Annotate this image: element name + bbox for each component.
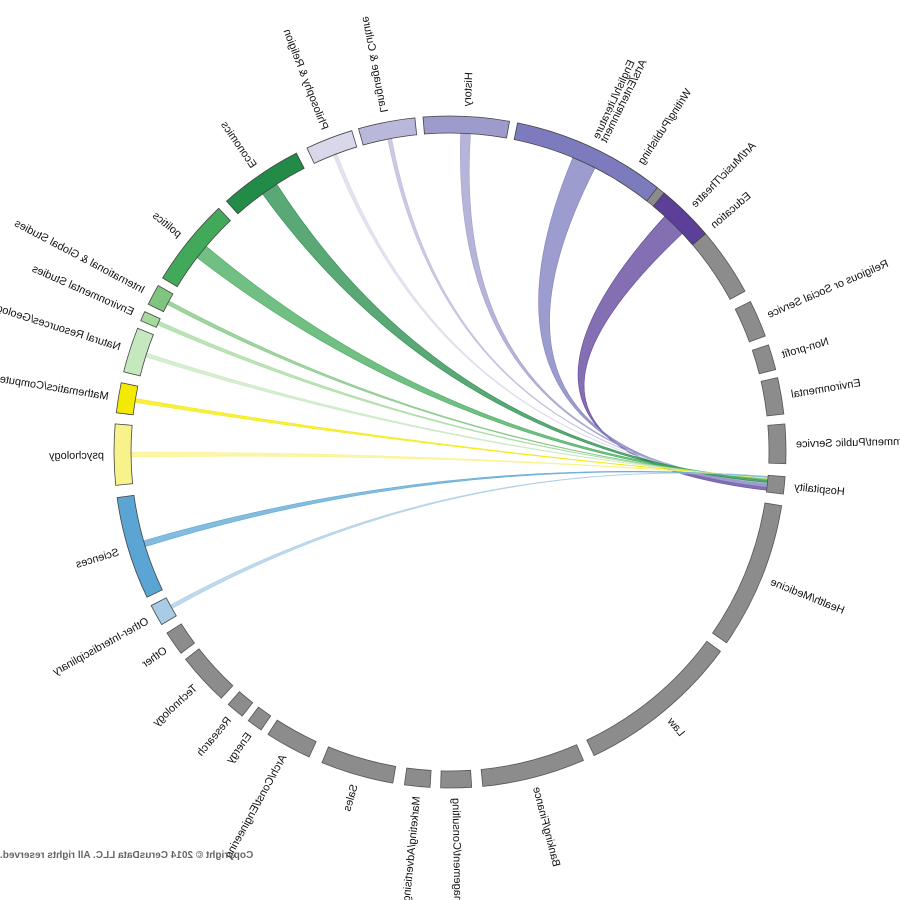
major-segment-other-interdisciplinary <box>150 597 177 626</box>
career-segment-marketing-advertising <box>403 767 432 788</box>
major-segment-language-culture <box>358 117 418 146</box>
arc-layer <box>113 115 787 789</box>
career-segment-arch-const-engineering <box>267 719 317 758</box>
career-segment-technology <box>185 648 234 699</box>
major-segment-english-literature <box>513 122 658 202</box>
major-segment-natural-resources-geology-forestry <box>123 327 154 377</box>
career-label-writing-publishing: Writing/Publishing <box>636 87 694 167</box>
career-segment-religious-or-social-service <box>734 301 766 343</box>
major-label-other-interdisciplinary: Other-Interdisciplinary <box>51 616 151 679</box>
career-segment-management-consulting <box>440 769 473 789</box>
career-segment-environmental <box>760 377 785 417</box>
major-segment-politics <box>162 207 231 288</box>
career-segment-energy <box>247 706 272 731</box>
career-segment-hospitality <box>766 474 786 495</box>
career-segment-banking-finance <box>480 744 584 787</box>
major-label-language-culture: Language & Culture <box>359 15 389 113</box>
career-segment-sales <box>321 746 397 784</box>
ribbon-hospitality-sciences <box>143 470 769 547</box>
major-segment-psychology <box>113 423 134 486</box>
career-label-sales: Sales <box>341 783 360 813</box>
career-segment-other <box>166 623 196 654</box>
career-segment-government-public-service <box>767 423 787 465</box>
copyright-notice: Copyright © 2014 CerusData LLC. All righ… <box>0 850 254 861</box>
career-label-banking-finance: Banking/Finance <box>530 786 562 868</box>
career-segment-non-profit <box>751 344 777 375</box>
career-segment-law <box>586 640 722 757</box>
ribbon-hospitality-other-interdisciplinary <box>169 472 769 610</box>
career-label-arch-const-engineering: Arch/Const/Engineering <box>223 753 289 861</box>
label-layer: OtherTechnologyResearchEnergyArch/Const/… <box>0 15 900 900</box>
major-segment-mathematics-computer-science <box>115 382 139 416</box>
career-label-religious-or-social-service: Religious or Social Service <box>765 258 890 321</box>
major-label-philosophy-religion: Philosophy & Religion <box>281 28 331 132</box>
career-segment-health-medicine <box>712 502 783 644</box>
career-segment-research <box>227 691 254 717</box>
major-label-economics: Economics <box>218 119 259 171</box>
career-label-other: Other <box>140 645 170 671</box>
career-label-government-public-service: Government/Public Service <box>796 435 900 450</box>
career-label-non-profit: Non-profit <box>780 336 830 361</box>
major-segment-art-music-theatre <box>652 192 707 246</box>
career-label-marketing-advertising: Marketing/Advertising <box>401 796 423 900</box>
major-label-psychology: psychology <box>48 450 104 462</box>
career-label-health-medicine: Health/Medicine <box>768 576 846 617</box>
career-label-environmental: Environmental <box>790 377 861 401</box>
career-label-technology: Technology <box>150 682 199 729</box>
major-label-politics: politics <box>150 210 184 241</box>
major-segment-sciences <box>116 494 163 598</box>
major-segment-philosophy-religion <box>306 130 358 164</box>
major-label-history: History <box>462 72 476 107</box>
career-label-education: Education <box>709 190 754 231</box>
major-segment-international-global-studies <box>147 284 174 313</box>
major-label-mathematics-computer-science: Mathematics/Computer Science <box>0 366 109 403</box>
major-segment-history <box>422 115 510 139</box>
career-label-hospitality: Hospitality <box>793 481 845 498</box>
major-segment-economics <box>225 152 305 215</box>
major-segment-environmental-studies <box>140 311 161 328</box>
career-label-law: Law <box>665 716 687 739</box>
major-label-sciences: Sciences <box>74 546 121 570</box>
career-label-energy: Energy <box>224 731 254 767</box>
career-label-management-consulting: Management/Consulting <box>449 798 463 900</box>
